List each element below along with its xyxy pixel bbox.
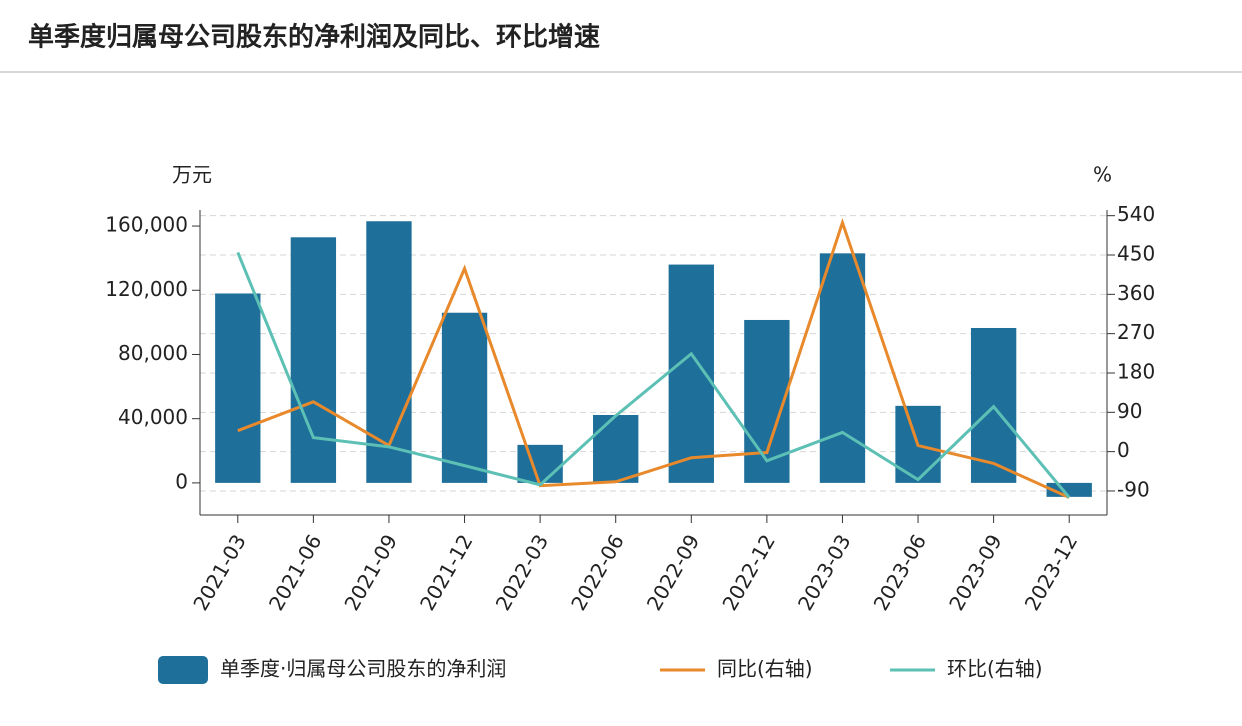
x-tick-label: 2021-03	[188, 530, 251, 614]
line	[236, 251, 1071, 499]
y-tick-label: 160,000	[105, 213, 188, 237]
x-tick-label: 2022-06	[566, 530, 629, 614]
legend-label: 同比(右轴)	[717, 657, 813, 681]
y2-axis-label: %	[1093, 163, 1112, 187]
legend-swatch	[158, 656, 208, 684]
y2-tick-label: 540	[1117, 202, 1155, 226]
bar	[819, 253, 866, 483]
y-axis-label: 万元	[172, 163, 212, 187]
y2-tick-label: -90	[1117, 477, 1150, 501]
bar	[593, 414, 639, 483]
chart-title: 单季度归属母公司股东的净利润及同比、环比增速	[28, 22, 600, 53]
y2-tick-label: 270	[1117, 320, 1155, 344]
legend-label: 环比(右轴)	[947, 657, 1043, 681]
legend-label: 单季度·归属母公司股东的净利润	[220, 657, 506, 681]
x-tick-label: 2021-09	[339, 530, 402, 614]
x-tick-label: 2023-06	[869, 530, 932, 614]
y2-tick-label: 0	[1117, 438, 1130, 462]
bar	[366, 221, 412, 483]
x-tick-label: 2021-12	[415, 530, 478, 614]
x-tick-label: 2022-03	[491, 530, 554, 614]
y-tick-label: 120,000	[105, 277, 188, 301]
y2-tick-label: 90	[1117, 399, 1142, 423]
x-tick-label: 2021-06	[264, 530, 327, 614]
bar	[215, 293, 261, 483]
bar	[290, 237, 337, 483]
y2-tick-label: 180	[1117, 359, 1155, 383]
bar	[441, 312, 488, 483]
x-tick-label: 2023-03	[793, 530, 856, 614]
bar	[517, 444, 563, 483]
y2-tick-label: 360	[1117, 281, 1155, 305]
x-tick-label: 2023-09	[944, 530, 1007, 614]
y2-tick-label: 450	[1117, 242, 1155, 266]
y-tick-label: 80,000	[118, 341, 188, 365]
x-tick-label: 2022-12	[717, 530, 780, 614]
y-tick-label: 40,000	[118, 405, 188, 429]
line	[237, 217, 1070, 499]
x-tick-label: 2023-12	[1020, 530, 1083, 614]
y-tick-label: 0	[175, 469, 188, 493]
x-tick-label: 2022-09	[642, 530, 705, 614]
